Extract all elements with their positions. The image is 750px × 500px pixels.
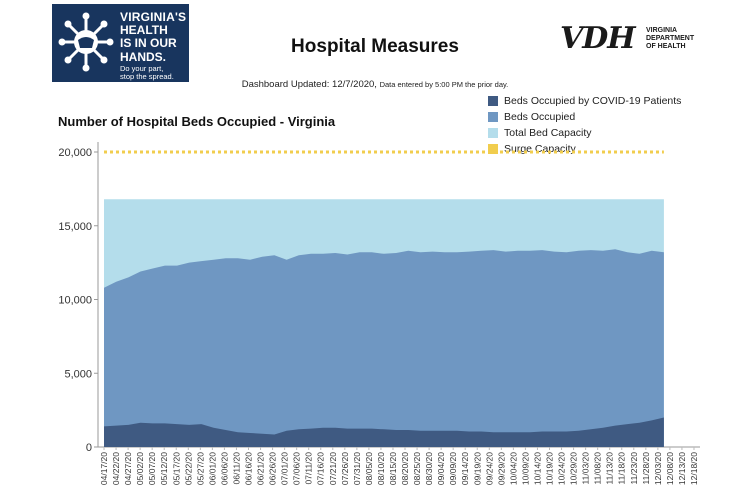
- legend-item-surge: Surge Capacity: [488, 141, 738, 157]
- x-tick-label: 05/22/20: [183, 452, 193, 485]
- x-tick-label: 05/07/20: [147, 452, 157, 485]
- x-tick-label: 11/13/20: [605, 452, 615, 485]
- updated-note: Data entered by 5:00 PM the prior day.: [379, 80, 509, 89]
- x-tick-label: 08/25/20: [412, 452, 422, 485]
- x-tick-label: 11/23/20: [629, 452, 639, 485]
- updated-date: Dashboard Updated: 12/7/2020,: [241, 79, 377, 90]
- x-tick-label: 07/21/20: [328, 452, 338, 485]
- virus-hands-icon: [58, 12, 114, 72]
- logo-text-line-3: IS IN OUR HANDS.: [120, 36, 177, 64]
- x-tick-label: 11/28/20: [641, 452, 651, 485]
- x-tick-label: 07/31/20: [352, 452, 362, 485]
- legend-label-covid: Beds Occupied by COVID-19 Patients: [504, 95, 682, 107]
- logo-text-line-4: HANDS.: [120, 50, 167, 64]
- x-tick-label: 07/26/20: [340, 452, 350, 485]
- vdh-mark: VDH: [560, 21, 636, 56]
- x-tick-label: 07/16/20: [316, 452, 326, 485]
- vdh-name-line-3: OF HEALTH: [646, 43, 686, 50]
- legend-label-surge: Surge Capacity: [504, 143, 576, 155]
- legend-swatch-capacity: [488, 128, 498, 138]
- x-tick-label: 06/21/20: [256, 452, 266, 485]
- y-tick-label: 10,000: [58, 295, 92, 307]
- x-tick-label: 11/18/20: [617, 452, 627, 485]
- x-tick-label: 04/22/20: [111, 452, 121, 485]
- x-tick-label: 06/06/20: [219, 452, 229, 485]
- x-tick-label: 09/19/20: [472, 452, 482, 485]
- x-tick-label: 09/04/20: [436, 452, 446, 485]
- legend-item-capacity: Total Bed Capacity: [488, 125, 738, 141]
- y-tick-label: 15,000: [58, 221, 92, 233]
- x-tick-label: 10/04/20: [508, 452, 518, 485]
- x-tick-label: 06/01/20: [207, 452, 217, 485]
- x-tick-label: 12/18/20: [689, 452, 699, 485]
- x-tick-label: 12/03/20: [653, 452, 663, 485]
- x-tick-label: 09/09/20: [448, 452, 458, 485]
- chart-legend: Beds Occupied by COVID-19 Patients Beds …: [488, 93, 738, 157]
- x-tick-label: 12/08/20: [665, 452, 675, 485]
- vdh-name-line-2: DEPARTMENT: [646, 35, 695, 42]
- x-tick-label: 04/27/20: [123, 452, 133, 485]
- area-beds-occupied: [104, 249, 664, 447]
- x-tick-label: 07/11/20: [304, 452, 314, 485]
- x-tick-label: 09/29/20: [496, 452, 506, 485]
- x-tick-label: 12/13/20: [677, 452, 687, 485]
- x-tick-label: 09/14/20: [460, 452, 470, 485]
- logo-text-line-2: HEALTH: [120, 23, 168, 37]
- logo-text-line-6: stop the spread.: [120, 72, 174, 81]
- x-tick-label: 08/10/20: [376, 452, 386, 485]
- x-tick-label: 10/24/20: [557, 452, 567, 485]
- chart-title: Number of Hospital Beds Occupied - Virgi…: [58, 114, 336, 129]
- legend-item-occupied: Beds Occupied: [488, 109, 738, 125]
- x-tick-label: 08/15/20: [388, 452, 398, 485]
- x-tick-label: 11/08/20: [593, 452, 603, 485]
- x-tick-label: 09/24/20: [484, 452, 494, 485]
- x-tick-label: 05/17/20: [171, 452, 181, 485]
- x-tick-label: 10/19/20: [545, 452, 555, 485]
- x-tick-label: 08/30/20: [424, 452, 434, 485]
- x-tick-label: 07/01/20: [280, 452, 290, 485]
- vdh-name-line-1: VIRGINIA: [646, 27, 678, 34]
- legend-swatch-occupied: [488, 112, 498, 122]
- area-covid-beds: [104, 417, 664, 447]
- x-tick-label: 04/17/20: [99, 452, 109, 485]
- x-tick-label: 05/12/20: [159, 452, 169, 485]
- legend-swatch-covid: [488, 96, 498, 106]
- x-tick-label: 06/26/20: [268, 452, 278, 485]
- virginia-health-logo: VIRGINIA'S HEALTH IS IN OUR HANDS. Do you…: [52, 4, 189, 82]
- x-tick-label: 06/11/20: [232, 452, 242, 485]
- logo-text-line-5: Do your part,: [120, 64, 164, 73]
- x-tick-label: 08/05/20: [364, 452, 374, 485]
- page-title: Hospital Measures: [291, 36, 459, 57]
- dashboard-updated: Dashboard Updated: 12/7/2020, Data enter…: [0, 79, 750, 90]
- legend-label-capacity: Total Bed Capacity: [504, 127, 592, 139]
- logo-text-line-1: VIRGINIA'S: [120, 10, 187, 24]
- x-tick-label: 07/06/20: [292, 452, 302, 485]
- x-tick-label: 11/03/20: [581, 452, 591, 485]
- x-tick-label: 08/20/20: [400, 452, 410, 485]
- x-tick-label: 05/02/20: [135, 452, 145, 485]
- x-tick-label: 10/29/20: [569, 452, 579, 485]
- y-tick-label: 0: [86, 442, 92, 454]
- y-tick-label: 20,000: [58, 147, 92, 159]
- legend-item-covid: Beds Occupied by COVID-19 Patients: [488, 93, 738, 109]
- x-tick-label: 06/16/20: [244, 452, 254, 485]
- x-tick-label: 10/09/20: [520, 452, 530, 485]
- vdh-logo: VDH VIRGINIA DEPARTMENT OF HEALTH: [560, 22, 700, 62]
- x-tick-label: 10/14/20: [533, 452, 543, 485]
- x-tick-label: 05/27/20: [195, 452, 205, 485]
- legend-label-occupied: Beds Occupied: [504, 111, 576, 123]
- y-tick-label: 5,000: [64, 368, 92, 380]
- legend-swatch-surge: [488, 144, 498, 154]
